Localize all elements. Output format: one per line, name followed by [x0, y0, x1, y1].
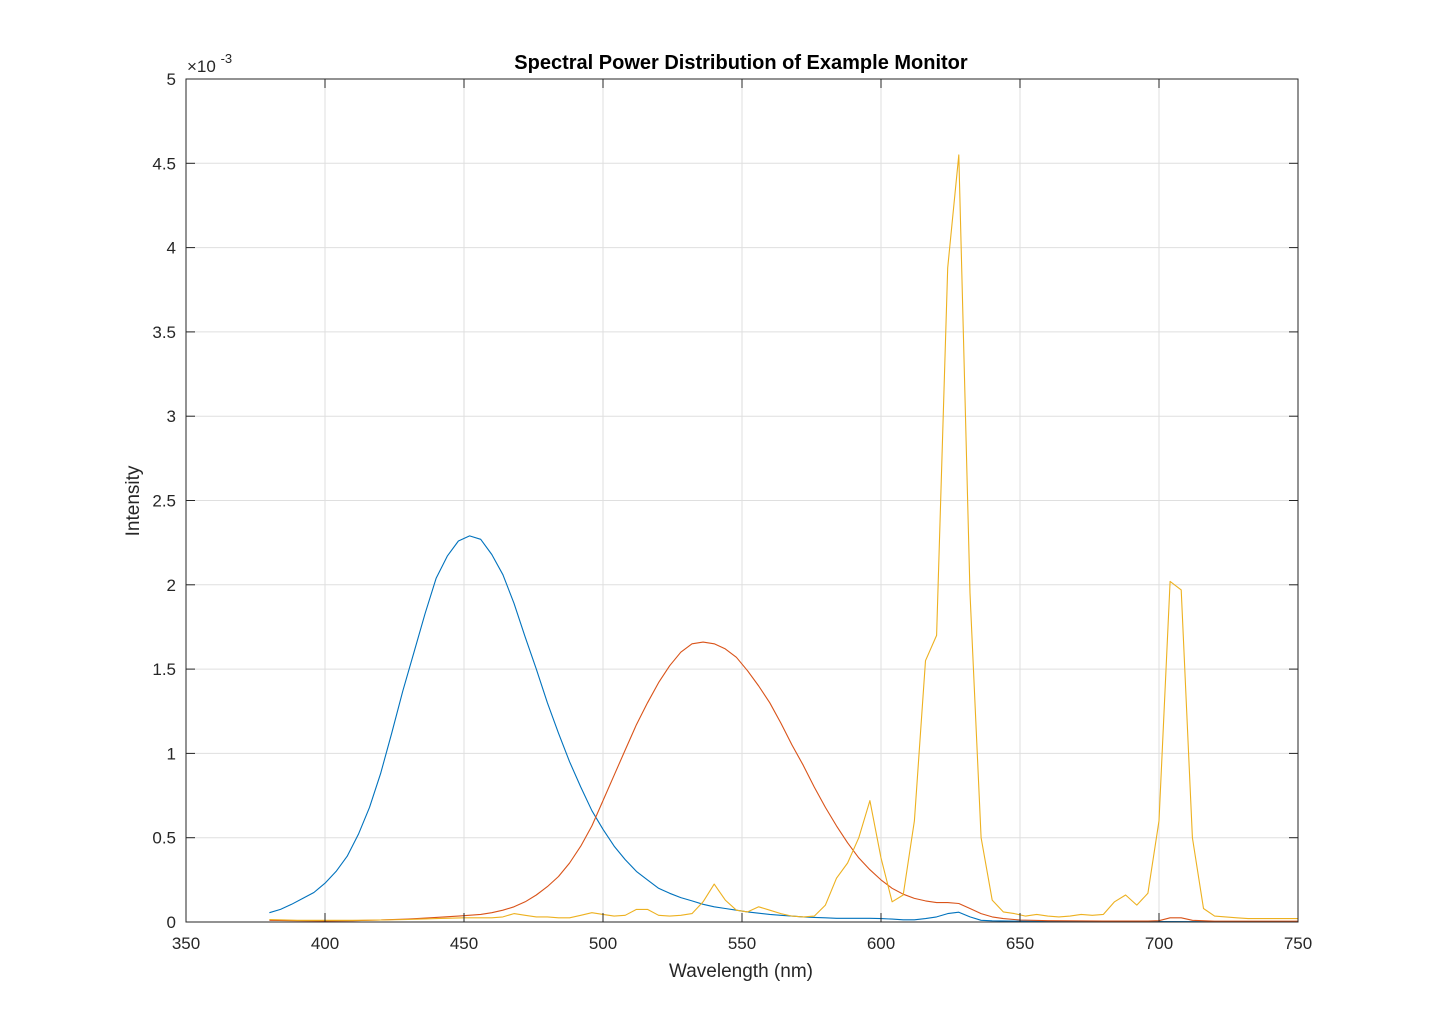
- y-exponent-power: -3: [221, 51, 233, 66]
- y-tick-labels: 0 0.5 1 1.5 2 2.5 3 3.5 4 4.5 5: [152, 70, 176, 932]
- series-layer: [269, 154, 1298, 923]
- y-tick-label: 2: [167, 576, 176, 595]
- x-axis-label: Wavelength (nm): [669, 961, 813, 982]
- x-tick-labels: 350 400 450 500 550 600 650 700 750: [172, 934, 1312, 953]
- y-tick-label: 4.5: [152, 154, 176, 173]
- x-tick-label: 700: [1145, 934, 1173, 953]
- chart-title: Spectral Power Distribution of Example M…: [514, 52, 968, 74]
- y-tick-label: 2.5: [152, 492, 176, 511]
- yellow-series-line: [269, 154, 1298, 921]
- x-tick-label: 600: [867, 934, 895, 953]
- x-tick-label: 500: [589, 934, 617, 953]
- x-tick-label: 550: [728, 934, 756, 953]
- y-tick-label: 0: [167, 913, 176, 932]
- x-tick-label: 750: [1284, 934, 1312, 953]
- x-tick-label: 450: [450, 934, 478, 953]
- grid: [186, 79, 1298, 922]
- y-tick-label: 1.5: [152, 660, 176, 679]
- y-axis-label: Intensity: [123, 465, 144, 536]
- x-tick-label: 400: [311, 934, 339, 953]
- x-tick-label: 650: [1006, 934, 1034, 953]
- y-tick-label: 3.5: [152, 323, 176, 342]
- y-tick-label: 5: [167, 70, 176, 89]
- blue-series-line: [269, 535, 1298, 923]
- y-tick-label: 0.5: [152, 829, 176, 848]
- ticks: [185, 78, 1299, 923]
- y-tick-label: 1: [167, 744, 176, 763]
- y-tick-label: 4: [167, 239, 176, 258]
- x-tick-label: 350: [172, 934, 200, 953]
- y-exponent-base: ×10: [187, 57, 216, 76]
- red-series-line: [269, 641, 1298, 922]
- y-tick-label: 3: [167, 407, 176, 426]
- y-exponent-label: ×10 -3: [187, 51, 232, 76]
